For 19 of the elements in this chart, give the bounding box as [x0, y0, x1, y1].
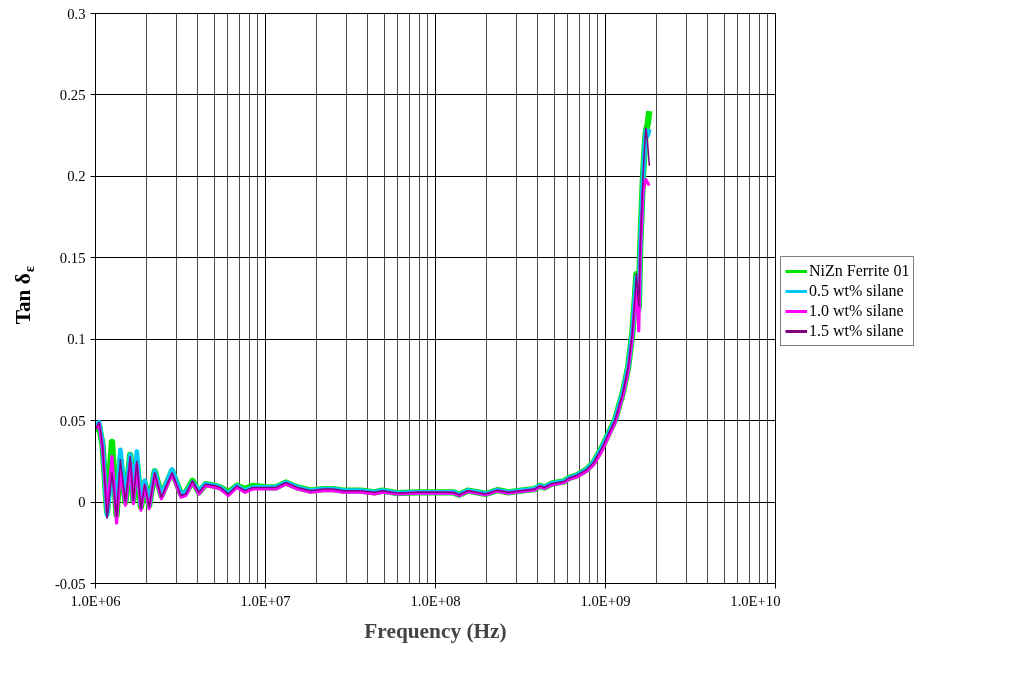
y-tick-label: 0.2 [67, 168, 86, 185]
y-tick-label: 0 [78, 494, 86, 511]
legend-label: NiZn Ferrite 01 [809, 262, 910, 280]
x-axis-title: Frequency (Hz) [364, 618, 507, 643]
legend-label: 0.5 wt% silane [809, 282, 904, 300]
y-tick-label: 0.25 [59, 86, 86, 103]
y-tick-label: 0.1 [67, 331, 86, 348]
x-tick-label: 1.0E+09 [580, 592, 631, 609]
y-tick-label: 0.3 [67, 5, 86, 22]
y-tick-label: 0.15 [59, 249, 86, 266]
x-tick-label: 1.0E+10 [730, 592, 781, 609]
y-tick-label: 0.05 [59, 412, 86, 429]
x-tick-label: 1.0E+06 [70, 592, 121, 609]
legend-label: 1.0 wt% silane [809, 302, 904, 320]
y-axis-title: Tan δε [10, 266, 37, 325]
legend-label: 1.5 wt% silane [809, 322, 904, 340]
x-tick-label: 1.0E+08 [410, 592, 461, 609]
y-tick-label: -0.05 [54, 575, 86, 592]
x-tick-label: 1.0E+07 [240, 592, 291, 609]
